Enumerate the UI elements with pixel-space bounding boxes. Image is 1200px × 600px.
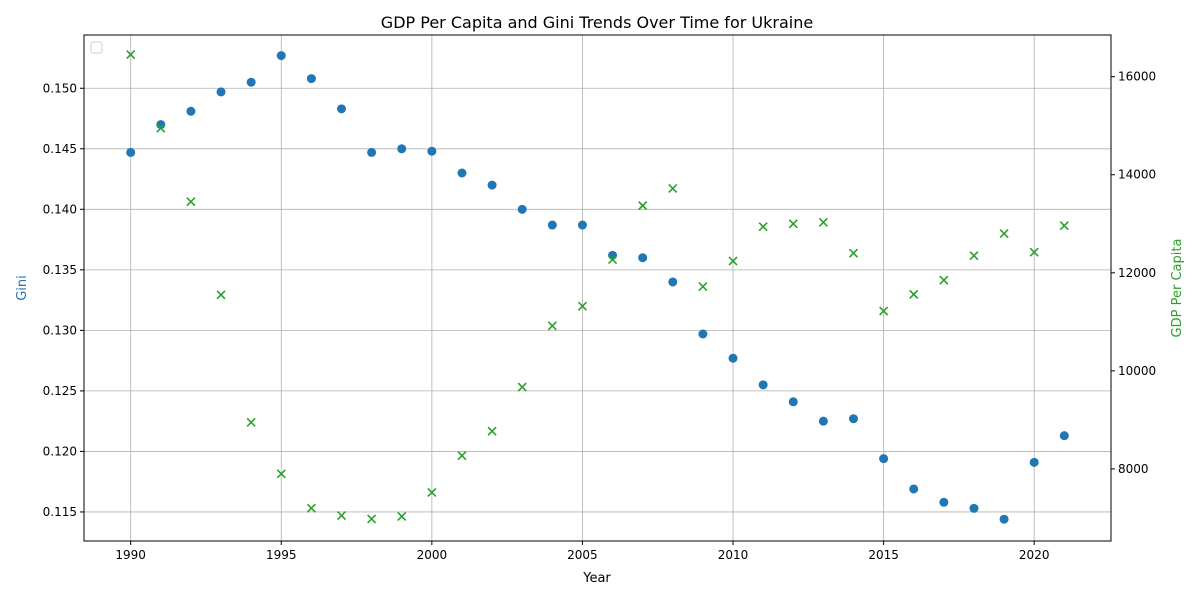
gini-point (337, 104, 347, 114)
left-y-tick-label: 0.140 (43, 202, 77, 216)
gini-point (698, 329, 708, 339)
gini-point (909, 484, 919, 494)
left-y-tick-label: 0.115 (43, 505, 77, 519)
gdp-point (999, 229, 1009, 239)
gini-point (999, 514, 1009, 524)
chart-title: GDP Per Capita and Gini Trends Over Time… (381, 13, 813, 32)
right-y-axis-label: GDP Per Capita (1170, 239, 1185, 338)
gini-point (728, 353, 738, 363)
legend-box (90, 41, 103, 54)
gdp-point (1029, 247, 1039, 257)
right-y-tick-label: 16000 (1118, 70, 1156, 84)
gdp-point (788, 219, 798, 229)
gdp-point (818, 217, 828, 227)
gdp-point (427, 487, 437, 498)
gini-point (758, 380, 768, 390)
gdp-point (577, 301, 588, 311)
gdp-point (969, 251, 979, 261)
gdp-point (728, 256, 738, 266)
gdp-point (517, 382, 527, 392)
right-y-tick-label: 10000 (1118, 364, 1156, 378)
gdp-point (246, 417, 256, 427)
gdp-point (638, 201, 648, 211)
gdp-point (879, 306, 889, 316)
gdp-point (367, 514, 377, 524)
gini-point (367, 147, 377, 157)
gdp-point (1059, 221, 1069, 231)
x-tick-label: 2005 (567, 548, 598, 562)
left-y-tick-label: 0.135 (43, 263, 77, 277)
gini-point (879, 454, 889, 464)
gini-point (517, 204, 527, 214)
x-tick-label: 2020 (1019, 548, 1050, 562)
gini-point (126, 147, 136, 157)
gdp-point (276, 469, 286, 479)
gini-point (306, 74, 316, 84)
gini-point (427, 146, 437, 156)
gini-point (246, 77, 256, 87)
x-tick-label: 2015 (868, 548, 899, 562)
left-y-axis-label: Gini (15, 275, 30, 301)
left-y-tick-label: 0.120 (43, 444, 77, 458)
gdp-point (668, 183, 678, 194)
gdp-point (216, 290, 226, 300)
x-tick-label: 1990 (115, 548, 146, 562)
gdp-point (156, 123, 166, 133)
gini-point (547, 220, 557, 230)
gdp-point (607, 254, 618, 265)
gini-point (276, 51, 286, 61)
gdp-point (306, 503, 316, 513)
gdp-point (126, 50, 136, 60)
gini-point (216, 87, 226, 97)
gdp-point (457, 451, 467, 461)
x-tick-label: 2010 (718, 548, 749, 562)
gdp-point (397, 511, 407, 522)
gini-point (397, 144, 407, 154)
gdp-point (487, 426, 497, 436)
gdp-point (848, 248, 859, 258)
gdp-point (698, 281, 708, 292)
right-y-tick-label: 14000 (1118, 168, 1156, 182)
gini-point (457, 168, 467, 178)
gini-point (487, 180, 497, 190)
left-y-tick-label: 0.125 (43, 384, 77, 398)
gini-point (577, 220, 587, 230)
grid (84, 35, 1111, 541)
gdp-point (547, 321, 557, 331)
x-axis: 1990 1995 2000 2005 2010 2015 2020 (115, 541, 1049, 562)
right-y-axis: 8000 10000 12000 14000 16000 (1111, 70, 1156, 476)
gdp-point (186, 197, 196, 207)
gini-series (126, 51, 1069, 524)
left-y-tick-label: 0.150 (43, 81, 77, 95)
right-y-tick-label: 8000 (1118, 462, 1149, 476)
gini-point (668, 277, 678, 287)
gdp-point (758, 222, 768, 232)
gini-point (788, 397, 798, 407)
gini-point (186, 106, 196, 116)
right-y-tick-label: 12000 (1118, 266, 1156, 280)
gdp-point (909, 289, 919, 299)
left-y-axis: 0.115 0.120 0.125 0.130 0.135 0.140 0.145 0.150 (43, 81, 84, 519)
gdp-series (126, 50, 1069, 524)
plot-frame (83, 34, 1112, 542)
left-y-tick-label: 0.130 (43, 323, 77, 337)
x-tick-label: 2000 (417, 548, 448, 562)
gdp-point (939, 275, 949, 285)
gini-point (848, 414, 858, 424)
gini-point (939, 497, 949, 507)
x-axis-label: Year (582, 571, 611, 586)
left-y-tick-label: 0.145 (43, 142, 77, 156)
gini-point (1029, 457, 1039, 467)
gini-point (638, 253, 648, 263)
x-tick-label: 1995 (266, 548, 297, 562)
gini-point (1059, 431, 1069, 441)
gini-point (818, 416, 828, 426)
gini-point (969, 503, 979, 513)
gdp-point (336, 510, 347, 521)
